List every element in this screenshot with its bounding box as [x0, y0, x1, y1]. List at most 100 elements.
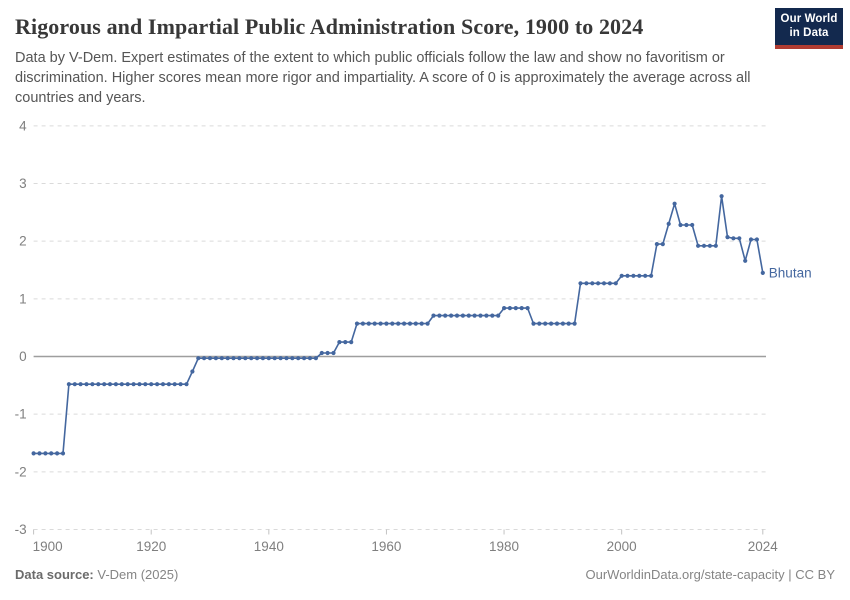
owid-logo-box: Our World in Data — [775, 8, 843, 45]
data-point — [413, 321, 418, 326]
chart-header: Rigorous and Impartial Public Administra… — [15, 14, 765, 108]
data-point — [737, 236, 742, 241]
data-point — [372, 321, 377, 326]
data-point — [760, 270, 765, 275]
data-point — [560, 321, 566, 326]
data-point — [507, 306, 512, 311]
data-point — [360, 321, 365, 326]
x-tick-label: 1940 — [254, 539, 284, 554]
data-point — [237, 356, 242, 361]
data-point — [78, 382, 83, 387]
data-point — [590, 281, 595, 286]
data-point — [672, 201, 677, 206]
data-point — [113, 382, 118, 387]
data-point — [654, 242, 660, 247]
data-point — [484, 313, 489, 318]
data-point — [331, 350, 336, 356]
data-point — [149, 382, 154, 387]
data-point — [537, 321, 542, 326]
owid-logo-line2: in Data — [789, 26, 829, 39]
data-point — [425, 321, 430, 326]
data-point — [307, 356, 313, 361]
data-point — [525, 306, 530, 311]
data-point — [225, 356, 230, 361]
data-source-label: Data source: — [15, 567, 94, 582]
data-point — [613, 281, 618, 286]
data-point — [184, 382, 189, 387]
data-point — [172, 382, 177, 387]
x-tick-label: 2000 — [607, 539, 637, 554]
data-point — [290, 356, 295, 361]
data-point — [643, 273, 648, 278]
data-point — [337, 340, 342, 345]
data-point — [84, 382, 89, 387]
data-point — [666, 221, 671, 226]
data-point — [478, 313, 483, 318]
owid-logo-line1: Our World — [780, 13, 838, 26]
owid-logo[interactable]: Our World in Data — [775, 8, 843, 50]
data-point — [748, 237, 754, 242]
data-point — [601, 281, 607, 286]
data-point — [684, 222, 689, 228]
y-tick-label: 4 — [19, 118, 27, 133]
data-point — [619, 273, 624, 278]
owid-logo-accent-stripe — [775, 45, 843, 49]
data-point — [660, 242, 665, 247]
data-point — [349, 340, 354, 345]
data-point — [719, 194, 724, 199]
data-point — [607, 281, 613, 286]
data-point — [625, 273, 630, 278]
data-point — [178, 382, 183, 387]
data-point — [125, 382, 130, 387]
data-point — [119, 382, 124, 387]
data-point — [502, 306, 507, 311]
data-point — [543, 321, 548, 326]
data-point — [266, 356, 271, 361]
data-point — [60, 451, 66, 456]
data-point — [219, 356, 224, 361]
data-point — [754, 237, 760, 242]
data-point — [313, 356, 318, 361]
data-point — [296, 356, 301, 361]
data-point — [519, 306, 524, 311]
data-point — [43, 451, 48, 456]
data-point — [596, 281, 601, 286]
data-point — [725, 235, 730, 240]
data-point — [90, 382, 95, 387]
x-tick-label: 2024 — [748, 539, 779, 554]
data-point — [37, 451, 42, 456]
data-point — [207, 356, 213, 361]
data-point — [578, 281, 583, 286]
data-point — [302, 356, 307, 361]
data-point — [343, 340, 348, 345]
x-tick-label: 1980 — [489, 539, 519, 554]
data-point — [390, 321, 395, 326]
y-tick-label: -2 — [15, 464, 27, 479]
y-tick-label: 1 — [19, 291, 27, 306]
x-tick-label: 1960 — [371, 539, 401, 554]
data-point — [143, 382, 148, 387]
x-tick-label: 1920 — [136, 539, 166, 554]
data-point — [137, 382, 142, 387]
data-point — [260, 356, 265, 361]
data-point — [637, 273, 642, 278]
data-point — [231, 356, 236, 361]
page-title: Rigorous and Impartial Public Administra… — [15, 14, 644, 39]
entity-label[interactable]: Bhutan — [769, 265, 812, 280]
y-tick-label: 2 — [19, 234, 27, 249]
data-point — [572, 321, 577, 326]
data-point — [202, 356, 207, 361]
y-tick-label: -1 — [15, 407, 27, 422]
owid-url-license-link[interactable]: OurWorldinData.org/state-capacity | CC B… — [585, 567, 835, 582]
data-point — [678, 222, 683, 228]
data-point — [402, 321, 407, 326]
chart-footer: Data source: V-Dem (2025) OurWorldinData… — [15, 567, 835, 582]
data-point — [743, 258, 748, 263]
data-point — [701, 243, 707, 248]
data-point — [166, 382, 171, 387]
data-point — [243, 356, 248, 361]
data-point — [731, 236, 736, 241]
data-point — [466, 313, 471, 318]
data-point — [419, 321, 424, 326]
